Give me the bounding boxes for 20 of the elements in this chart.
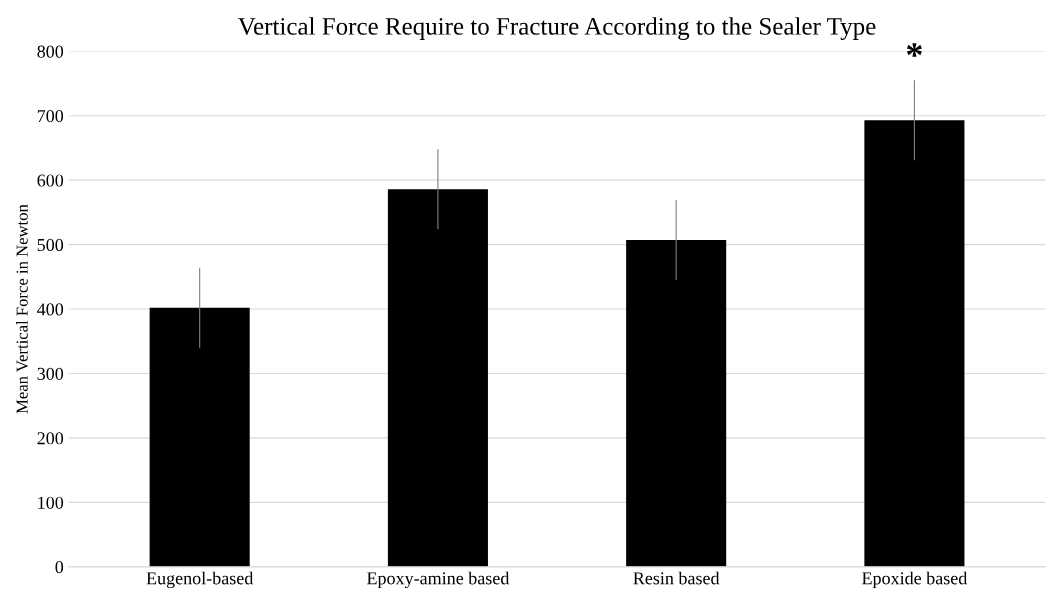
bar — [864, 120, 965, 567]
bar — [626, 240, 727, 567]
y-tick-label: 500 — [37, 238, 64, 252]
y-tick-label: 600 — [37, 174, 64, 187]
annotation: * — [906, 43, 922, 57]
y-axis-title: Mean Vertical Force in Newton — [16, 204, 28, 414]
bar — [149, 307, 250, 567]
x-tick-label: Eugenol-based — [146, 571, 254, 589]
y-tick-label: 400 — [37, 303, 64, 316]
y-tick-label: 200 — [37, 432, 64, 445]
y-tick-label: 700 — [37, 109, 64, 123]
y-tick-label: 0 — [55, 561, 64, 574]
x-tick-label: Resin based — [633, 571, 720, 585]
y-tick-label: 800 — [37, 45, 64, 58]
x-tick-label: Epoxy-amine based — [366, 571, 510, 589]
x-tick-label: Epoxide based — [862, 571, 968, 589]
bar — [387, 189, 488, 567]
y-tick-label: 300 — [37, 367, 64, 380]
chart-title: Vertical Force Require to Fracture According to the Sealer Type — [238, 17, 876, 40]
y-tick-label: 100 — [38, 496, 64, 509]
